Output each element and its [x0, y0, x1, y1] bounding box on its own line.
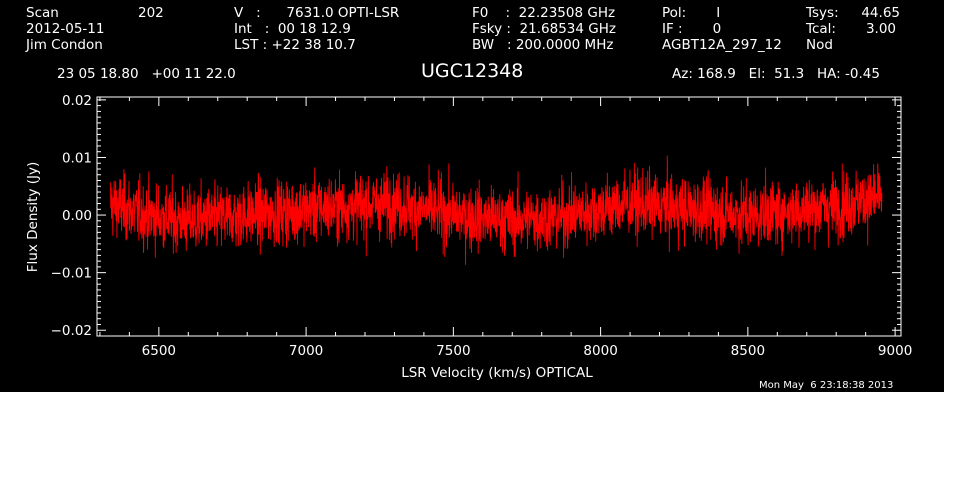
y-tick-label: −0.01 — [51, 266, 92, 282]
y-tick-label: 0.02 — [62, 93, 92, 109]
x-tick-label: 7000 — [289, 343, 323, 359]
x-tick-label: 8000 — [583, 343, 617, 359]
sky-frequency: Fsky : 21.68534 GHz — [472, 21, 616, 37]
scan-label: Scan — [26, 5, 59, 21]
axis-ticks: 6500 7000 7500 8000 8500 9000 −0.02 −0.01 0.00 0.… — [51, 93, 913, 359]
scan-number: 202 — [138, 5, 164, 21]
x-axis-label: LSR Velocity (km/s) OPTICAL — [401, 365, 593, 381]
y-tick-label: −0.02 — [51, 323, 92, 339]
x-tick-label: 8500 — [731, 343, 765, 359]
lst-info: LST : +22 38 10.7 — [234, 37, 356, 53]
polarization: Pol: I — [662, 5, 721, 21]
spectrum-plot-panel: Scan 202 2012-05-11 Jim Condon V : 7631.… — [0, 0, 944, 392]
spectrum-series-line — [109, 155, 883, 265]
integration-time: Int : 00 18 12.9 — [234, 21, 351, 37]
x-tick-label: 6500 — [142, 343, 176, 359]
tcal-value: 3.00 — [865, 21, 896, 37]
if-number: IF : 0 — [662, 21, 722, 37]
plot-timestamp: Mon May 6 23:18:38 2013 — [759, 380, 894, 391]
source-coordinates: 23 05 18.80 +00 11 22.0 — [57, 66, 236, 82]
switching-mode: Nod — [806, 37, 833, 53]
project-id: AGBT12A_297_12 — [662, 37, 782, 53]
source-title: UGC12348 — [421, 60, 524, 82]
y-tick-label: 0.00 — [62, 208, 92, 224]
observer-name: Jim Condon — [26, 37, 103, 53]
obs-date: 2012-05-11 — [26, 21, 105, 37]
rest-frequency: F0 : 22.23508 GHz — [472, 5, 616, 21]
tsys-label: Tsys: — [806, 5, 839, 21]
tcal-label: Tcal: — [806, 21, 836, 37]
tsys-value: 44.65 — [861, 5, 900, 21]
x-tick-label: 9000 — [878, 343, 912, 359]
az-el-ha: Az: 168.9 El: 51.3 HA: -0.45 — [672, 66, 880, 82]
y-axis-label: Flux Density (Jy) — [25, 162, 41, 272]
bandwidth: BW : 200.0000 MHz — [472, 37, 614, 53]
plot-frame — [96, 96, 902, 337]
velocity-info: V : 7631.0 OPTI-LSR — [234, 5, 400, 21]
spectrum-trace-layer — [109, 155, 883, 265]
x-tick-label: 7500 — [436, 343, 470, 359]
spectrum-chart: 6500 7000 7500 8000 8500 9000 −0.02 −0.01 0.00 0.… — [25, 93, 913, 381]
y-tick-label: 0.01 — [62, 150, 92, 166]
